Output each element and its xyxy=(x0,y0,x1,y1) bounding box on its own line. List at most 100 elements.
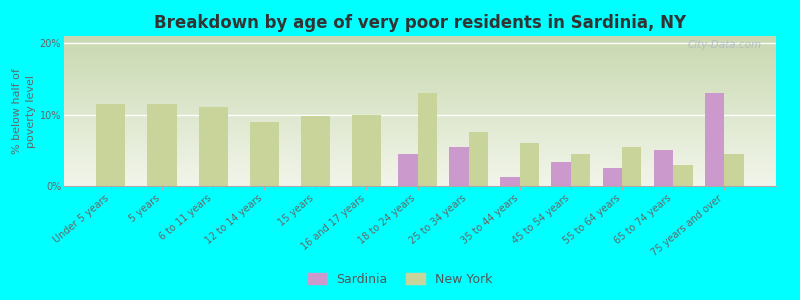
Bar xyxy=(64,49,776,50)
Legend: Sardinia, New York: Sardinia, New York xyxy=(302,268,498,291)
Bar xyxy=(469,132,488,186)
Bar xyxy=(64,113,776,114)
Bar xyxy=(64,82,776,83)
Bar xyxy=(64,82,776,83)
Bar xyxy=(64,135,776,136)
Bar xyxy=(64,122,776,123)
Bar xyxy=(64,45,776,46)
Bar xyxy=(64,51,776,52)
Bar xyxy=(64,132,776,133)
Bar xyxy=(64,83,776,84)
Bar xyxy=(64,169,776,170)
Bar xyxy=(64,58,776,59)
Bar xyxy=(64,100,776,101)
Bar xyxy=(64,160,776,161)
Bar xyxy=(64,60,776,61)
Bar xyxy=(64,133,776,134)
Bar xyxy=(64,118,776,119)
Bar xyxy=(64,164,776,165)
Bar xyxy=(64,81,776,82)
Bar xyxy=(64,62,776,63)
Bar xyxy=(301,116,330,186)
Bar xyxy=(64,110,776,111)
Bar xyxy=(64,63,776,64)
Bar xyxy=(64,77,776,78)
Bar xyxy=(96,104,126,186)
Bar xyxy=(64,79,776,80)
Bar xyxy=(64,134,776,135)
Bar xyxy=(64,159,776,160)
Bar xyxy=(64,128,776,129)
Bar xyxy=(64,65,776,66)
Bar xyxy=(64,149,776,150)
Bar xyxy=(64,41,776,42)
Bar xyxy=(64,138,776,139)
Bar xyxy=(64,59,776,60)
Bar xyxy=(64,98,776,99)
Bar xyxy=(64,158,776,159)
Bar xyxy=(64,70,776,71)
Bar xyxy=(64,172,776,173)
Bar xyxy=(64,108,776,109)
Bar xyxy=(64,183,776,184)
Bar xyxy=(64,147,776,148)
Bar xyxy=(64,85,776,86)
Bar xyxy=(64,78,776,79)
Bar xyxy=(64,87,776,88)
Bar xyxy=(64,180,776,181)
Bar xyxy=(64,178,776,179)
Bar xyxy=(64,156,776,157)
Bar xyxy=(64,176,776,177)
Bar xyxy=(64,89,776,90)
Bar xyxy=(64,56,776,57)
Bar xyxy=(64,155,776,156)
Bar xyxy=(64,37,776,38)
Bar xyxy=(64,177,776,178)
Bar xyxy=(64,69,776,70)
Bar xyxy=(64,117,776,118)
Bar xyxy=(64,123,776,124)
Bar xyxy=(64,152,776,153)
Bar xyxy=(64,72,776,73)
Bar xyxy=(64,161,776,162)
Bar xyxy=(64,68,776,69)
Bar xyxy=(64,86,776,87)
Bar xyxy=(64,174,776,175)
Bar xyxy=(64,175,776,176)
Bar xyxy=(673,165,693,186)
Bar xyxy=(64,39,776,40)
Bar xyxy=(64,73,776,74)
Bar xyxy=(64,42,776,43)
Bar xyxy=(64,168,776,169)
Bar xyxy=(64,173,776,174)
Bar xyxy=(64,96,776,97)
Bar xyxy=(64,93,776,94)
Bar xyxy=(64,137,776,138)
Bar xyxy=(64,76,776,77)
Bar xyxy=(64,61,776,62)
Bar xyxy=(64,54,776,55)
Bar xyxy=(64,181,776,182)
Bar xyxy=(64,95,776,96)
Bar xyxy=(418,93,437,186)
Bar xyxy=(64,154,776,155)
Bar xyxy=(64,182,776,183)
Bar xyxy=(64,111,776,112)
Bar xyxy=(64,100,776,101)
Bar xyxy=(64,119,776,120)
Bar xyxy=(64,150,776,151)
Text: City-Data.com: City-Data.com xyxy=(688,40,762,50)
Bar xyxy=(64,142,776,143)
Bar xyxy=(64,185,776,186)
Bar xyxy=(250,122,279,186)
Bar xyxy=(64,170,776,171)
Bar xyxy=(64,130,776,131)
Bar xyxy=(64,115,776,116)
Bar xyxy=(64,116,776,117)
Bar xyxy=(64,165,776,166)
Bar xyxy=(64,105,776,106)
Bar xyxy=(64,120,776,121)
Bar xyxy=(64,104,776,105)
Bar xyxy=(64,143,776,144)
Bar xyxy=(64,114,776,115)
